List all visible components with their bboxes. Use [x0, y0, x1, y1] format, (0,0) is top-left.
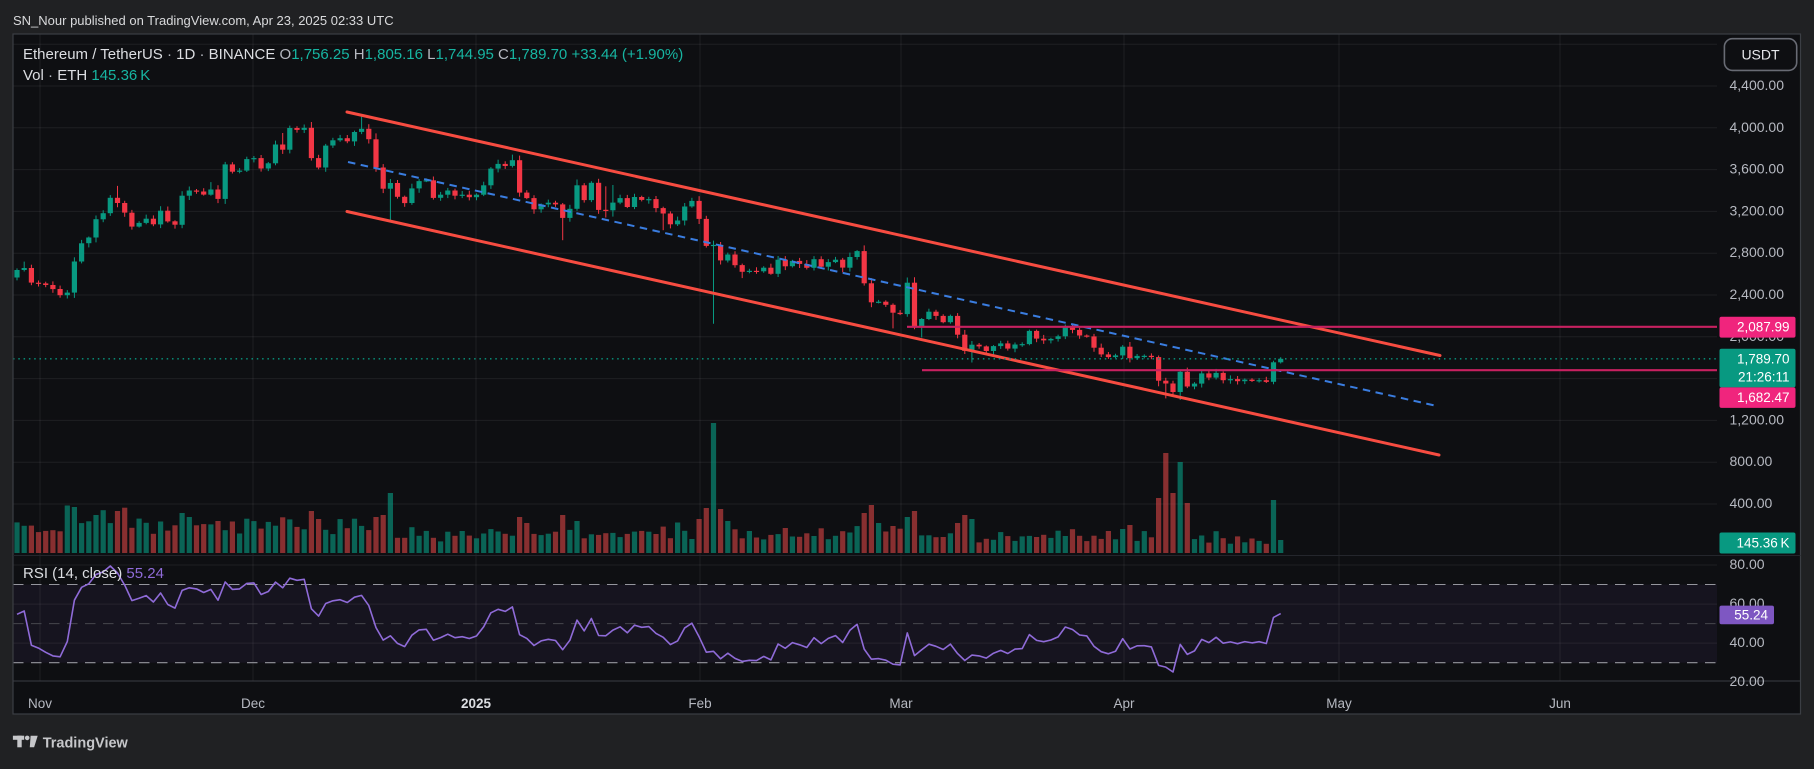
svg-text:2,400.00: 2,400.00: [1730, 286, 1785, 302]
svg-text:USDT: USDT: [1741, 47, 1780, 63]
svg-text:2,087.99: 2,087.99: [1737, 320, 1790, 335]
svg-text:May: May: [1326, 696, 1352, 711]
svg-text:Feb: Feb: [688, 696, 711, 711]
svg-text:4,400.00: 4,400.00: [1730, 77, 1785, 93]
svg-text:1,682.47: 1,682.47: [1737, 390, 1790, 405]
svg-text:SN_Nour published on TradingVi: SN_Nour published on TradingView.com, Ap…: [13, 13, 394, 28]
svg-text:20.00: 20.00: [1730, 673, 1765, 689]
svg-text:3,600.00: 3,600.00: [1730, 161, 1785, 177]
svg-text:80.00: 80.00: [1730, 556, 1765, 572]
svg-text:1,200.00: 1,200.00: [1730, 411, 1785, 427]
svg-text:21:26:11: 21:26:11: [1738, 370, 1790, 385]
svg-text:Mar: Mar: [889, 696, 913, 711]
svg-text:400.00: 400.00: [1730, 495, 1773, 511]
svg-text:2,800.00: 2,800.00: [1730, 244, 1785, 260]
svg-text:145.36 K: 145.36 K: [1737, 536, 1790, 551]
svg-text:Ethereum / TetherUS · 1D · BIN: Ethereum / TetherUS · 1D · BINANCE O1,75…: [23, 46, 683, 63]
svg-text:3,200.00: 3,200.00: [1730, 202, 1785, 218]
svg-text:TradingView: TradingView: [43, 735, 129, 751]
svg-text:40.00: 40.00: [1730, 634, 1765, 650]
svg-text:Dec: Dec: [241, 696, 265, 711]
svg-text:RSI (14, close) 55.24: RSI (14, close) 55.24: [23, 565, 164, 582]
svg-text:55.24: 55.24: [1734, 607, 1768, 622]
svg-text:4,000.00: 4,000.00: [1730, 119, 1785, 135]
svg-text:Nov: Nov: [28, 696, 52, 711]
svg-text:800.00: 800.00: [1730, 453, 1773, 469]
svg-text:1,789.70: 1,789.70: [1737, 352, 1790, 367]
svg-text:Apr: Apr: [1113, 696, 1135, 711]
svg-text:Vol · ETH 145.36 K: Vol · ETH 145.36 K: [23, 67, 150, 84]
svg-text:Jun: Jun: [1549, 696, 1571, 711]
svg-text:2025: 2025: [461, 696, 492, 711]
